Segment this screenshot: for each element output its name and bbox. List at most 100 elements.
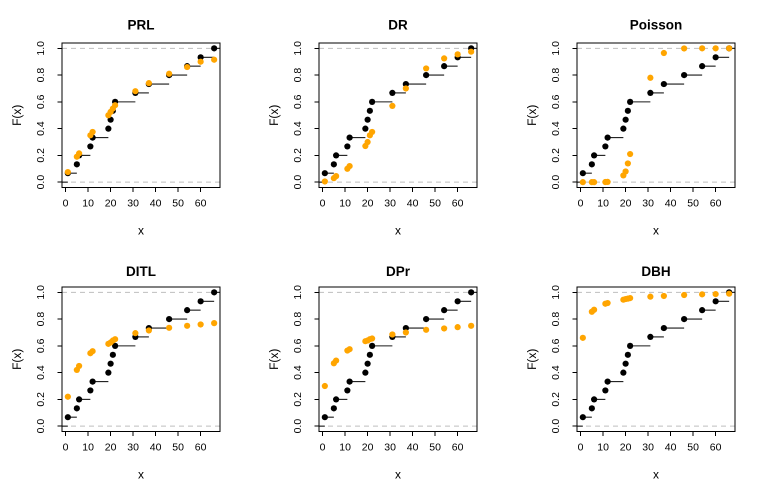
ecdf-data-point: [346, 134, 354, 141]
panel-dr: 0 10 20 30 40 50 60 0.0 0.2 0.4 0.6 0.8 1.0 DR x F(x): [257, 0, 514, 252]
ecdf-data-point: [331, 404, 338, 411]
x-axis-tick-label: 60: [452, 442, 464, 453]
ecdf-data-point: [87, 143, 94, 150]
fitted-data-point: [369, 334, 376, 342]
ecdf-data-point: [619, 369, 627, 376]
fitted-data-point: [423, 326, 430, 333]
dr-plot-canvas: 0 10 20 30 40 50 60 0.0 0.2 0.4 0.6 0.8 1.0 DR x F(x): [268, 18, 478, 237]
ecdf-data-point: [646, 89, 654, 97]
panel-title: DBH: [641, 264, 670, 279]
x-axis-tick-label: 50: [687, 442, 699, 453]
fitted-data-point: [468, 322, 475, 329]
ecdf-data-point: [364, 116, 372, 123]
ecdf-data-point: [604, 377, 611, 385]
plot-box: [576, 42, 736, 188]
y-axis-tick-label: 0.8: [36, 68, 47, 83]
fitted-data-point: [211, 319, 218, 326]
ecdf-data-point: [604, 134, 611, 141]
x-axis-tick-label: 40: [664, 198, 676, 209]
x-axis-tick-label: 50: [172, 198, 184, 209]
y-axis-tick-label: 0.2: [551, 391, 562, 406]
fitted-data-point: [333, 173, 340, 180]
ecdf-data-point: [389, 89, 396, 97]
dpr-plot-canvas: 0 10 20 30 40 50 60 0.0 0.2 0.4 0.6 0.8 1.0 DPr x F(x): [268, 264, 478, 481]
ecdf-data-point: [423, 315, 430, 322]
ecdf-data-point: [322, 170, 329, 177]
fitted-data-point: [423, 65, 430, 72]
ecdf-data-point: [588, 404, 595, 411]
ditl-plot-canvas: 0 10 20 30 40 50 60 0.0 0.2 0.4 0.6 0.8 1.0 DITL x F(x): [10, 264, 221, 481]
x-axis-tick-label: 30: [385, 442, 397, 453]
ecdf-data-point: [367, 107, 374, 114]
x-axis-label: x: [138, 467, 144, 481]
x-axis-tick-label: 50: [430, 198, 442, 209]
fitted-data-point: [579, 334, 586, 341]
fitted-data-point: [211, 56, 218, 63]
y-axis-tick-label: 0.4: [551, 365, 562, 380]
fitted-data-point: [389, 102, 396, 109]
fitted-data-point: [698, 45, 705, 52]
ecdf-data-point: [626, 98, 633, 105]
fitted-data-point: [132, 329, 139, 336]
fitted-data-point: [680, 291, 687, 298]
y-axis-tick-label: 0.0: [36, 175, 47, 190]
fitted-data-point: [197, 58, 204, 65]
panel-dpr: 0 10 20 30 40 50 60 0.0 0.2 0.4 0.6 0.8 1.0 DPr x F(x): [257, 252, 514, 503]
fitted-data-point: [197, 320, 204, 328]
x-axis-tick-label: 10: [340, 442, 352, 453]
ecdf-data-point: [441, 63, 448, 70]
fitted-data-point: [660, 292, 667, 299]
y-axis-tick-label: 0.0: [294, 418, 305, 433]
y-axis-tick-label: 1.0: [551, 41, 562, 56]
ecdf-data-point: [624, 107, 631, 114]
fitted-data-point: [622, 168, 629, 175]
plot-box: [61, 286, 221, 432]
x-axis-label: x: [138, 223, 144, 237]
y-axis-tick-label: 0.6: [36, 94, 47, 109]
fitted-data-point: [333, 356, 340, 364]
y-axis-tick-label: 0.8: [294, 311, 305, 326]
plot-box: [318, 286, 478, 432]
ecdf-data-point: [346, 377, 354, 385]
x-axis-tick-label: 40: [407, 198, 419, 209]
fitted-data-point: [145, 326, 152, 334]
ecdf-data-point: [369, 342, 376, 349]
ecdf-data-point: [698, 63, 705, 70]
x-axis-tick-label: 10: [82, 198, 94, 209]
ecdf-data-point: [367, 351, 374, 358]
ecdf-data-point: [107, 360, 114, 367]
y-axis-tick-label: 0.0: [294, 175, 305, 190]
ecdf-data-point: [590, 152, 597, 159]
x-axis-tick-label: 10: [82, 442, 94, 453]
y-axis-tick-label: 0.8: [36, 311, 47, 326]
y-axis-tick-label: 0.2: [294, 391, 305, 406]
ecdf-data-point: [403, 80, 410, 88]
ecdf-data-point: [590, 395, 597, 402]
y-axis-tick-label: 0.6: [551, 94, 562, 109]
y-axis-tick-label: 0.6: [36, 338, 47, 353]
x-axis-tick-label: 60: [195, 198, 207, 209]
ecdf-data-point: [322, 413, 329, 420]
ecdf-data-point: [660, 80, 667, 88]
x-axis-tick-label: 60: [195, 442, 207, 453]
panel-prl: 0 10 20 30 40 50 60 0.0 0.2 0.4 0.6 0.8 1.0 PRL x F(x): [0, 0, 257, 252]
panel-title: DR: [389, 18, 409, 33]
ecdf-data-point: [660, 324, 667, 331]
fitted-data-point: [112, 335, 119, 342]
panel-title: Poisson: [629, 18, 681, 33]
x-axis-tick-label: 0: [63, 198, 69, 209]
ecdf-data-point: [626, 342, 633, 349]
ecdf-data-point: [362, 369, 369, 376]
y-axis-tick-label: 0.4: [36, 365, 47, 380]
ecdf-data-point: [109, 351, 116, 358]
x-axis-tick-label: 40: [150, 442, 162, 453]
x-axis-tick-label: 40: [407, 442, 419, 453]
x-axis-tick-label: 20: [362, 442, 374, 453]
ecdf-data-point: [403, 324, 410, 331]
ecdf-data-point: [197, 297, 204, 304]
x-axis-tick-label: 30: [385, 198, 397, 209]
ecdf-data-point: [622, 116, 629, 123]
y-axis-tick-label: 0.6: [294, 94, 305, 109]
ecdf-data-point: [646, 333, 654, 340]
